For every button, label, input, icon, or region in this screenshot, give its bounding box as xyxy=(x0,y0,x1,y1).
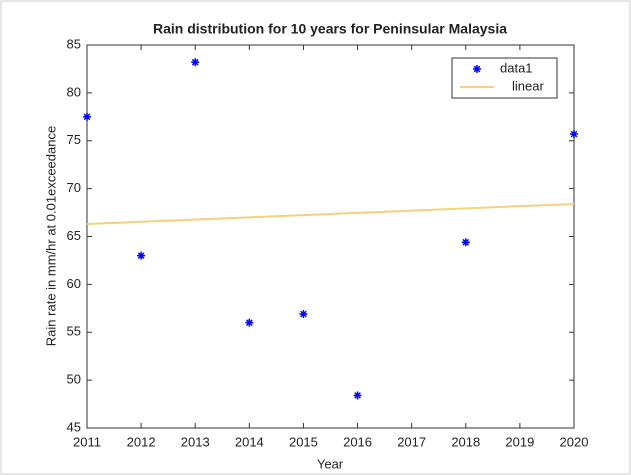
x-tick-label: 2013 xyxy=(181,434,210,449)
y-tick-label: 65 xyxy=(67,228,81,243)
x-tick-label: 2016 xyxy=(343,434,372,449)
y-tick-label: 85 xyxy=(67,36,81,51)
y-axis-label: Rain rate in mm/hr at 0.01exceedance xyxy=(43,126,58,346)
x-axis-label: Year xyxy=(317,456,344,471)
legend-label: data1 xyxy=(500,60,533,75)
data-point xyxy=(461,238,470,247)
legend-box xyxy=(451,57,558,99)
data-point xyxy=(245,318,254,327)
y-tick-label: 70 xyxy=(67,180,81,195)
x-tick-label: 2017 xyxy=(397,434,426,449)
data-point xyxy=(191,58,200,67)
x-tick-label: 2018 xyxy=(451,434,480,449)
legend-label: linear xyxy=(512,78,544,93)
y-tick-label: 75 xyxy=(67,132,81,147)
data-point xyxy=(83,112,91,121)
chart-title: Rain distribution for 10 years for Penin… xyxy=(153,21,507,37)
fit-line xyxy=(86,202,575,226)
y-tick-label: 55 xyxy=(67,324,81,339)
x-tick-label: 2015 xyxy=(289,434,318,449)
y-tick-label: 50 xyxy=(67,372,81,387)
plot-area xyxy=(86,44,575,429)
x-tick-label: 2011 xyxy=(73,434,101,449)
data-point xyxy=(353,391,362,400)
legend-marker xyxy=(473,65,481,73)
x-tick-label: 2019 xyxy=(505,434,534,449)
x-tick-label: 2020 xyxy=(560,434,589,449)
x-tick-label: 2012 xyxy=(127,434,156,449)
data-point xyxy=(299,310,308,319)
data-point xyxy=(137,251,146,260)
x-tick-label: 2014 xyxy=(235,434,264,449)
data-point xyxy=(570,130,578,139)
y-tick-label: 60 xyxy=(67,276,81,291)
y-tick-label: 80 xyxy=(67,84,81,99)
y-tick-label: 45 xyxy=(67,419,81,434)
